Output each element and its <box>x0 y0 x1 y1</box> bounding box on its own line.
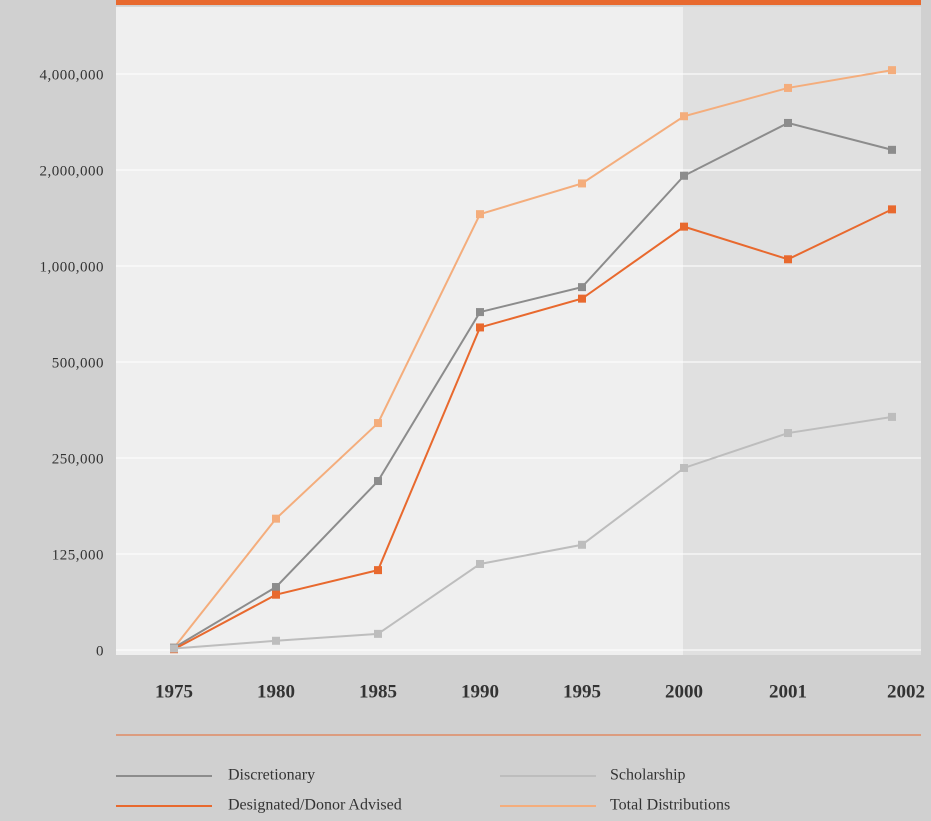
point-marker <box>784 118 792 127</box>
y-tick-label: 250,000 <box>52 451 104 467</box>
y-tick-label: 0 <box>96 643 104 659</box>
point-marker <box>374 566 382 575</box>
y-tick-label: 125,000 <box>52 547 104 563</box>
legend-label: Scholarship <box>610 767 686 784</box>
point-marker <box>784 83 792 92</box>
point-marker <box>888 145 896 154</box>
point-marker <box>170 644 178 653</box>
legend-label: Total Distributions <box>610 797 730 814</box>
y-tick-label: 1,000,000 <box>40 259 105 275</box>
point-marker <box>784 429 792 438</box>
series-line <box>173 69 893 649</box>
point-marker <box>888 412 896 421</box>
x-tick-label: 1980 <box>257 681 295 702</box>
series-line <box>173 415 893 650</box>
x-tick-label: 1990 <box>461 681 499 702</box>
point-marker <box>680 463 688 472</box>
y-tick-label: 2,000,000 <box>40 163 105 179</box>
point-marker <box>888 66 896 75</box>
point-marker <box>578 294 586 303</box>
y-tick-label: 500,000 <box>52 355 104 371</box>
point-marker <box>272 590 280 599</box>
legend-label: Designated/Donor Advised <box>228 797 402 814</box>
point-marker <box>374 419 382 428</box>
x-tick-label: 1995 <box>563 681 601 702</box>
series-line <box>173 121 893 649</box>
point-marker <box>476 308 484 317</box>
y-tick-label: 4,000,000 <box>40 67 105 83</box>
point-marker <box>680 222 688 231</box>
point-marker <box>680 171 688 180</box>
point-marker <box>476 210 484 219</box>
top-bar <box>116 0 921 5</box>
point-marker <box>374 629 382 638</box>
point-marker <box>680 112 688 121</box>
shaded-region <box>683 6 921 656</box>
point-marker <box>374 477 382 486</box>
x-tick-label: 1985 <box>359 681 397 702</box>
point-marker <box>578 179 586 188</box>
x-tick-label: 2000 <box>665 681 703 702</box>
point-marker <box>578 283 586 292</box>
point-marker <box>476 323 484 332</box>
x-tick-label: 2001 <box>769 681 807 702</box>
point-marker <box>476 559 484 568</box>
point-marker <box>272 514 280 523</box>
point-marker <box>272 583 280 592</box>
series-line <box>173 208 893 651</box>
point-marker <box>784 255 792 264</box>
x-tick-label: 1975 <box>155 681 193 702</box>
point-marker <box>578 540 586 549</box>
legend-label: Discretionary <box>228 767 315 784</box>
point-marker <box>272 636 280 645</box>
point-marker <box>888 205 896 214</box>
x-tick-label: 2002 <box>887 681 925 702</box>
